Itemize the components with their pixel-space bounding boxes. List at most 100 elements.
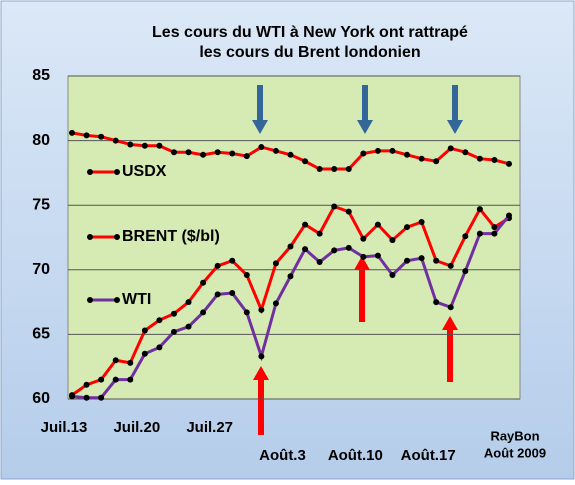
- data-point: [214, 291, 221, 298]
- x-tick-label: Août.17: [401, 447, 456, 464]
- data-point: [83, 132, 90, 139]
- data-point: [185, 149, 192, 156]
- data-point: [389, 147, 396, 154]
- chart-title: Les cours du WTI à New York ont rattrapé: [152, 24, 468, 41]
- data-point: [331, 166, 338, 173]
- data-point: [316, 259, 323, 266]
- data-point: [127, 359, 134, 366]
- data-point: [200, 151, 207, 158]
- data-point: [243, 271, 250, 278]
- data-point: [374, 147, 381, 154]
- data-point: [272, 147, 279, 154]
- data-point: [287, 273, 294, 280]
- data-point: [243, 309, 250, 316]
- data-point: [185, 299, 192, 306]
- x-tick-label: Août.3: [259, 447, 306, 464]
- data-point: [389, 271, 396, 278]
- data-point: [433, 257, 440, 264]
- data-point: [69, 129, 75, 136]
- annotation: Août 2009: [484, 445, 546, 460]
- x-tick-label: Juil.20: [113, 419, 160, 436]
- data-point: [98, 394, 105, 401]
- data-point: [156, 142, 163, 149]
- data-point: [506, 160, 512, 167]
- data-point: [272, 260, 279, 267]
- legend-swatch: [87, 169, 93, 175]
- data-point: [258, 144, 265, 151]
- data-point: [258, 353, 265, 360]
- y-tick-label: 85: [32, 67, 50, 84]
- data-point: [200, 279, 207, 286]
- data-point: [331, 247, 338, 254]
- y-tick-label: 60: [32, 390, 50, 407]
- data-point: [316, 230, 323, 237]
- y-tick-label: 80: [32, 132, 50, 149]
- data-point: [112, 357, 119, 364]
- data-point: [476, 230, 483, 237]
- data-point: [447, 145, 454, 152]
- data-point: [229, 150, 236, 157]
- data-point: [258, 306, 265, 313]
- data-point: [141, 327, 148, 334]
- data-point: [360, 235, 367, 242]
- x-tick-label: Juil.13: [41, 419, 88, 436]
- data-point: [302, 158, 309, 165]
- legend-label: BRENT ($/bl): [122, 228, 220, 245]
- data-point: [418, 255, 425, 262]
- legend-swatch: [114, 234, 120, 240]
- data-point: [374, 221, 381, 228]
- legend-label: USDX: [122, 163, 167, 180]
- data-point: [127, 376, 134, 383]
- x-tick-label: Juil.27: [186, 419, 233, 436]
- data-point: [156, 317, 163, 324]
- data-point: [127, 141, 134, 148]
- annotation: RayBon: [490, 428, 539, 443]
- data-point: [98, 133, 105, 140]
- data-point: [243, 153, 250, 160]
- data-point: [141, 142, 148, 149]
- data-point: [462, 268, 469, 275]
- data-point: [476, 155, 483, 162]
- data-point: [185, 323, 192, 330]
- data-point: [141, 350, 148, 357]
- data-point: [360, 253, 367, 260]
- data-point: [200, 309, 207, 316]
- data-point: [316, 166, 323, 173]
- data-point: [272, 300, 279, 307]
- data-point: [418, 155, 425, 162]
- data-point: [112, 376, 119, 383]
- data-point: [404, 224, 411, 231]
- data-point: [83, 394, 90, 401]
- data-point: [462, 233, 469, 240]
- x-tick-label: Août.10: [328, 447, 383, 464]
- data-point: [404, 151, 411, 158]
- legend-swatch: [87, 234, 93, 240]
- plot-area: [67, 75, 521, 400]
- data-point: [506, 212, 512, 219]
- legend-swatch: [114, 297, 120, 303]
- data-point: [360, 150, 367, 157]
- data-point: [302, 221, 309, 228]
- data-point: [404, 257, 411, 264]
- data-point: [491, 230, 498, 237]
- data-point: [447, 304, 454, 311]
- y-tick-label: 65: [32, 326, 50, 343]
- y-tick-label: 70: [32, 261, 50, 278]
- data-point: [98, 376, 105, 383]
- data-point: [491, 156, 498, 163]
- data-point: [170, 328, 177, 335]
- data-point: [229, 257, 236, 264]
- legend-swatch: [114, 169, 120, 175]
- data-point: [462, 149, 469, 156]
- legend-label: WTI: [122, 291, 151, 308]
- arrows: [252, 85, 463, 134]
- data-point: [345, 166, 352, 173]
- data-point: [83, 381, 90, 388]
- chart-subtitle: les cours du Brent londonien: [199, 44, 420, 61]
- data-point: [287, 151, 294, 158]
- data-point: [389, 237, 396, 244]
- legend-swatch: [87, 297, 93, 303]
- data-point: [345, 208, 352, 215]
- data-point: [287, 243, 294, 250]
